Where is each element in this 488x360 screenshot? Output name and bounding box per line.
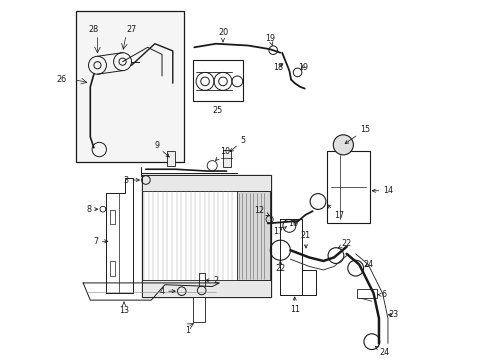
- Text: 11: 11: [289, 297, 299, 314]
- Text: 26: 26: [57, 75, 67, 84]
- Bar: [166, 151, 175, 166]
- Text: 25: 25: [212, 105, 222, 114]
- Text: 21: 21: [300, 231, 310, 248]
- Bar: [192, 60, 242, 101]
- Text: 13: 13: [119, 302, 129, 315]
- Text: 19: 19: [297, 63, 307, 72]
- Bar: [142, 175, 271, 191]
- Text: 9: 9: [154, 141, 169, 157]
- Text: 16: 16: [287, 219, 297, 228]
- Text: 23: 23: [387, 310, 398, 319]
- Text: 5: 5: [229, 136, 245, 152]
- Bar: [326, 151, 369, 223]
- Text: 20: 20: [218, 28, 227, 42]
- Text: 22: 22: [338, 239, 351, 248]
- Bar: [142, 175, 271, 297]
- Text: 3: 3: [123, 176, 139, 185]
- Text: 27: 27: [126, 25, 136, 34]
- Circle shape: [333, 135, 353, 155]
- Text: 7: 7: [93, 237, 107, 246]
- Text: 19: 19: [264, 34, 275, 46]
- Bar: [193, 297, 205, 321]
- Text: 2: 2: [205, 276, 218, 285]
- Text: 6: 6: [377, 290, 386, 299]
- Text: 10: 10: [215, 147, 229, 161]
- Text: 17: 17: [327, 205, 344, 220]
- Text: 28: 28: [89, 25, 99, 34]
- Text: 1: 1: [184, 326, 190, 335]
- Bar: [142, 280, 271, 297]
- Text: 12: 12: [253, 206, 269, 216]
- Bar: [110, 210, 115, 224]
- Text: 15: 15: [345, 125, 369, 144]
- Bar: [335, 139, 350, 151]
- Text: 14: 14: [371, 186, 392, 195]
- Bar: [357, 289, 376, 298]
- Text: 24: 24: [374, 346, 388, 357]
- Text: 22: 22: [275, 261, 285, 273]
- Bar: [110, 261, 115, 276]
- Text: 17: 17: [273, 227, 286, 237]
- Bar: [223, 149, 230, 167]
- Text: 4: 4: [159, 287, 175, 296]
- Bar: [237, 191, 269, 280]
- Text: 18: 18: [273, 63, 283, 72]
- Bar: [76, 12, 183, 162]
- Text: 24: 24: [363, 260, 372, 269]
- Text: 8: 8: [86, 205, 98, 214]
